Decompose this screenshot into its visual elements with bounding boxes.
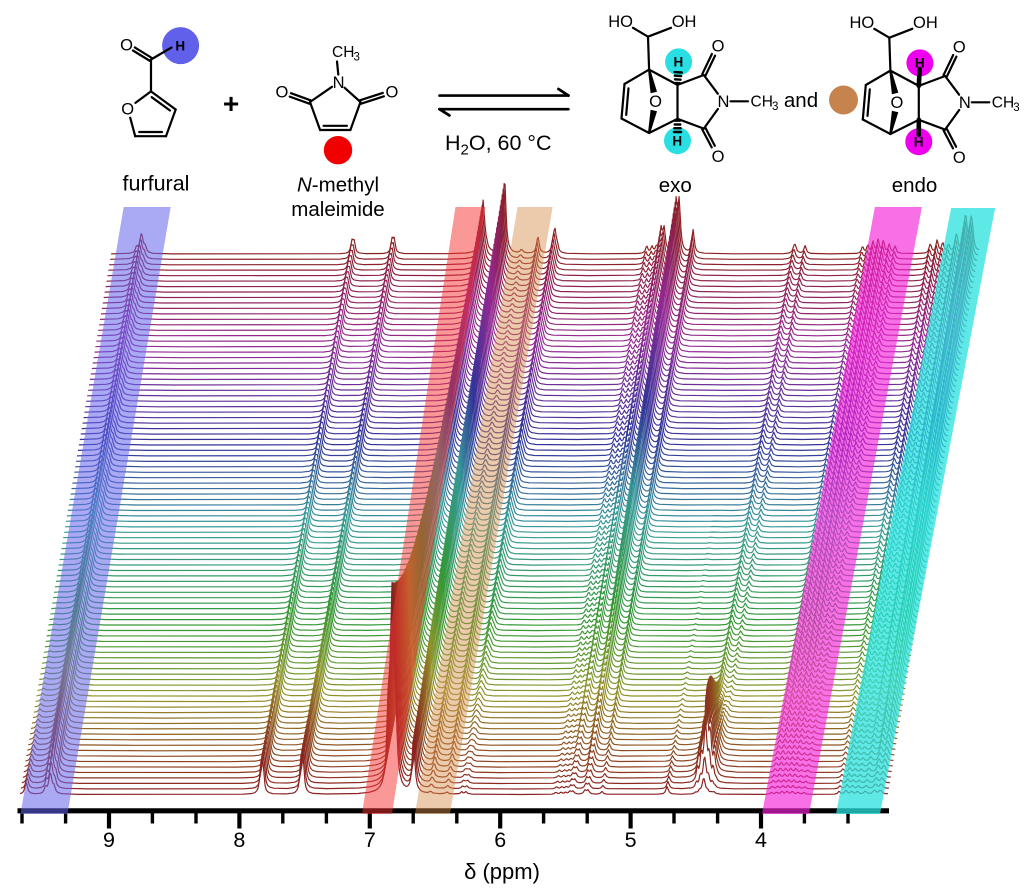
svg-text:O: O xyxy=(120,36,133,54)
svg-text:H: H xyxy=(915,56,925,71)
svg-text:6: 6 xyxy=(494,828,506,852)
svg-text:N: N xyxy=(333,74,345,92)
svg-text:O: O xyxy=(649,93,662,111)
svg-text:N-methyl: N-methyl xyxy=(297,174,379,197)
svg-text:δ (ppm): δ (ppm) xyxy=(464,859,540,884)
svg-text:CH: CH xyxy=(992,95,1014,112)
svg-text:O: O xyxy=(712,148,725,166)
svg-text:O: O xyxy=(953,149,966,167)
svg-text:endo: endo xyxy=(892,174,938,197)
svg-text:N: N xyxy=(718,93,730,111)
svg-text:4: 4 xyxy=(755,828,767,852)
svg-text:O: O xyxy=(121,100,134,118)
svg-text:H: H xyxy=(914,134,924,149)
svg-text:exo: exo xyxy=(659,174,692,197)
svg-text:8: 8 xyxy=(233,828,245,852)
svg-text:O: O xyxy=(953,38,966,56)
svg-text:5: 5 xyxy=(625,828,637,852)
svg-text:CH: CH xyxy=(332,44,354,61)
svg-text:3: 3 xyxy=(354,52,360,64)
svg-text:3: 3 xyxy=(1013,102,1019,114)
svg-text:+: + xyxy=(223,88,239,119)
svg-text:maleimide: maleimide xyxy=(291,198,384,221)
svg-text:O: O xyxy=(890,94,903,112)
svg-text:and: and xyxy=(784,89,818,112)
svg-text:HO: HO xyxy=(608,13,633,31)
svg-text:HO: HO xyxy=(850,14,875,32)
svg-text:N: N xyxy=(959,94,971,112)
svg-text:OH: OH xyxy=(913,14,938,32)
svg-text:O: O xyxy=(275,84,288,102)
svg-text:furfural: furfural xyxy=(123,172,190,196)
svg-text:3: 3 xyxy=(772,101,778,113)
svg-text:O: O xyxy=(712,37,725,55)
svg-text:7: 7 xyxy=(364,828,376,852)
svg-text:H: H xyxy=(175,38,185,53)
svg-text:O: O xyxy=(385,84,398,102)
svg-text:H: H xyxy=(674,55,684,70)
svg-text:OH: OH xyxy=(672,13,697,31)
svg-text:CH: CH xyxy=(751,94,773,111)
svg-text:H: H xyxy=(672,133,682,148)
svg-text:9: 9 xyxy=(103,828,115,852)
